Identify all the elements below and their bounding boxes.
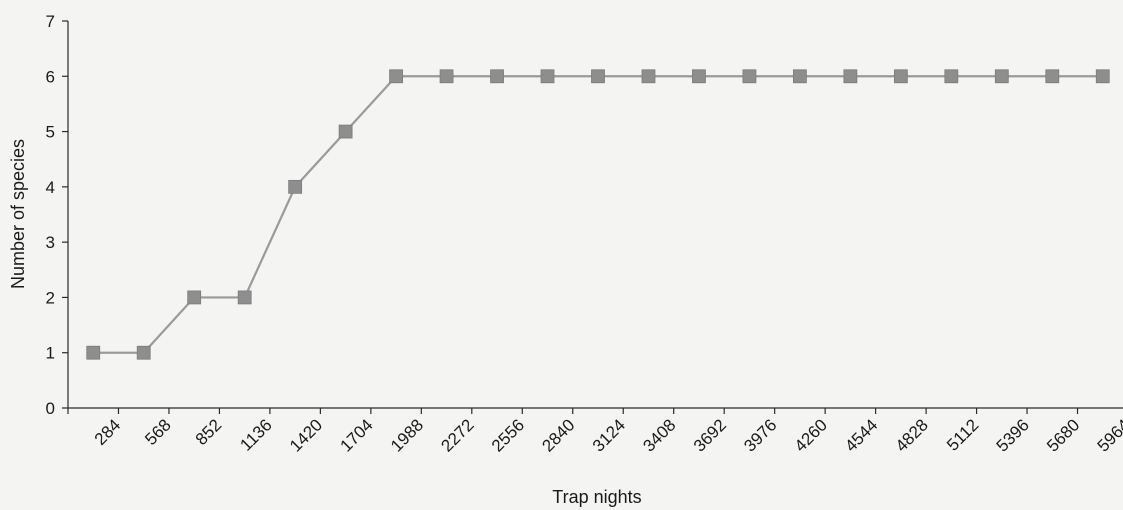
x-tick-label: 2840	[538, 415, 578, 455]
y-tick-label: 7	[46, 12, 55, 31]
x-axis: 284 568 852 1136 1420 1704 1988 2272 2556 2840 312…	[67, 407, 1123, 456]
x-tick-label: 3692	[690, 415, 730, 455]
data-point-marker	[540, 69, 555, 84]
y-tick-label: 3	[46, 233, 55, 252]
x-tick-label: 1704	[337, 415, 377, 455]
data-point-marker	[389, 69, 403, 84]
data-point-marker	[641, 69, 656, 84]
data-point-marker	[994, 69, 1009, 84]
x-tick-label: 4260	[791, 415, 831, 455]
x-tick-label: 3124	[589, 415, 629, 455]
x-tick-label: 5396	[993, 415, 1033, 455]
series-layer	[86, 69, 1110, 360]
y-tick-label: 4	[46, 178, 55, 197]
data-point-marker	[692, 69, 706, 84]
y-tick-label: 0	[46, 399, 55, 418]
x-tick-label: 2556	[488, 415, 528, 455]
x-tick-label: 4544	[841, 415, 881, 455]
data-point-marker	[288, 179, 303, 194]
x-tick-label: 1420	[286, 415, 326, 455]
data-point-marker	[793, 69, 807, 84]
x-tick-label: 3408	[639, 415, 679, 455]
x-axis-title: Trap nights	[552, 487, 641, 507]
x-tick-label: 1136	[236, 415, 275, 454]
data-point-marker	[86, 345, 101, 360]
y-tick-label: 2	[46, 288, 55, 307]
data-point-marker	[742, 69, 757, 84]
data-point-marker	[490, 69, 504, 84]
x-tick-label: 4828	[892, 415, 932, 455]
y-tick-label: 5	[46, 123, 55, 142]
data-point-marker	[843, 69, 858, 84]
data-point-marker	[893, 69, 908, 84]
y-axis-title: Number of species	[8, 139, 28, 289]
data-point-marker	[136, 345, 151, 360]
data-point-marker	[591, 69, 605, 84]
x-tick-label: 5680	[1043, 415, 1083, 455]
data-point-marker	[237, 290, 252, 305]
x-tick-label: 2272	[437, 415, 477, 455]
data-point-marker	[1045, 69, 1060, 84]
x-tick-label: 568	[141, 415, 174, 448]
series-line	[93, 75, 1103, 354]
data-point-marker	[338, 124, 353, 139]
data-point-marker	[944, 69, 959, 84]
x-tick-label: 5112	[943, 415, 982, 454]
y-axis: 0 1 2 3 4 5 6 7	[46, 12, 69, 418]
data-point-marker	[439, 69, 454, 84]
data-point-marker	[1095, 69, 1110, 84]
y-tick-label: 6	[46, 67, 55, 86]
x-tick-label: 5964	[1094, 415, 1123, 455]
x-tick-label: 284	[91, 415, 124, 448]
x-tick-label: 852	[192, 415, 225, 448]
y-tick-label: 1	[46, 344, 55, 363]
x-tick-label: 3976	[740, 415, 780, 455]
x-tick-label: 1988	[387, 415, 427, 455]
data-point-marker	[187, 290, 202, 305]
